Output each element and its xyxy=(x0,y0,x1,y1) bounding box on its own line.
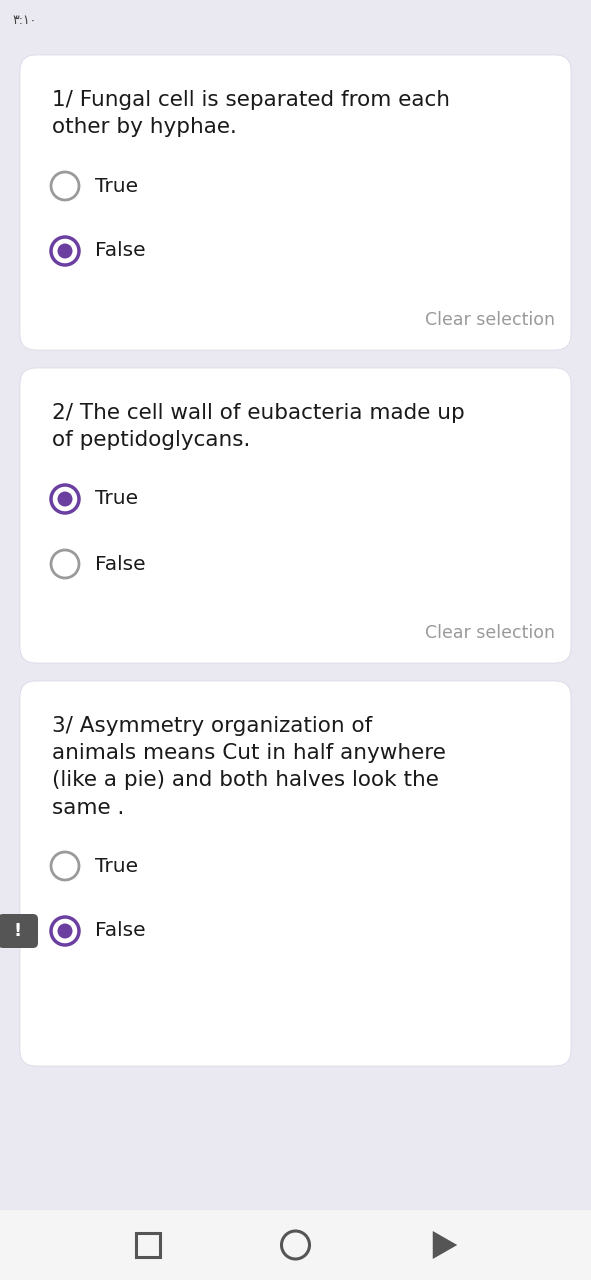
Circle shape xyxy=(51,237,79,265)
Text: True: True xyxy=(95,856,138,876)
Text: 2/ The cell wall of eubacteria made up
of peptidoglycans.: 2/ The cell wall of eubacteria made up o… xyxy=(52,403,465,451)
Text: False: False xyxy=(95,242,145,261)
Text: !: ! xyxy=(14,922,22,940)
Circle shape xyxy=(51,550,79,579)
Text: 3/ Asymmetry organization of
animals means Cut in half anywhere
(like a pie) and: 3/ Asymmetry organization of animals mea… xyxy=(52,716,446,818)
Circle shape xyxy=(57,923,73,938)
Text: Clear selection: Clear selection xyxy=(425,311,555,329)
Circle shape xyxy=(57,492,73,507)
Text: 1/ Fungal cell is separated from each
other by hyphae.: 1/ Fungal cell is separated from each ot… xyxy=(52,90,450,137)
Circle shape xyxy=(51,172,79,200)
FancyBboxPatch shape xyxy=(20,681,571,1066)
Polygon shape xyxy=(433,1231,457,1260)
Circle shape xyxy=(51,916,79,945)
Text: True: True xyxy=(95,177,138,196)
Circle shape xyxy=(51,485,79,513)
Text: False: False xyxy=(95,922,145,941)
Text: True: True xyxy=(95,489,138,508)
Circle shape xyxy=(57,243,73,259)
FancyBboxPatch shape xyxy=(0,1210,591,1280)
FancyBboxPatch shape xyxy=(20,369,571,663)
Text: Clear selection: Clear selection xyxy=(425,623,555,643)
Circle shape xyxy=(51,852,79,881)
Text: False: False xyxy=(95,554,145,573)
FancyBboxPatch shape xyxy=(0,914,38,948)
Text: ٣:١٠: ٣:١٠ xyxy=(12,14,36,27)
FancyBboxPatch shape xyxy=(20,55,571,349)
